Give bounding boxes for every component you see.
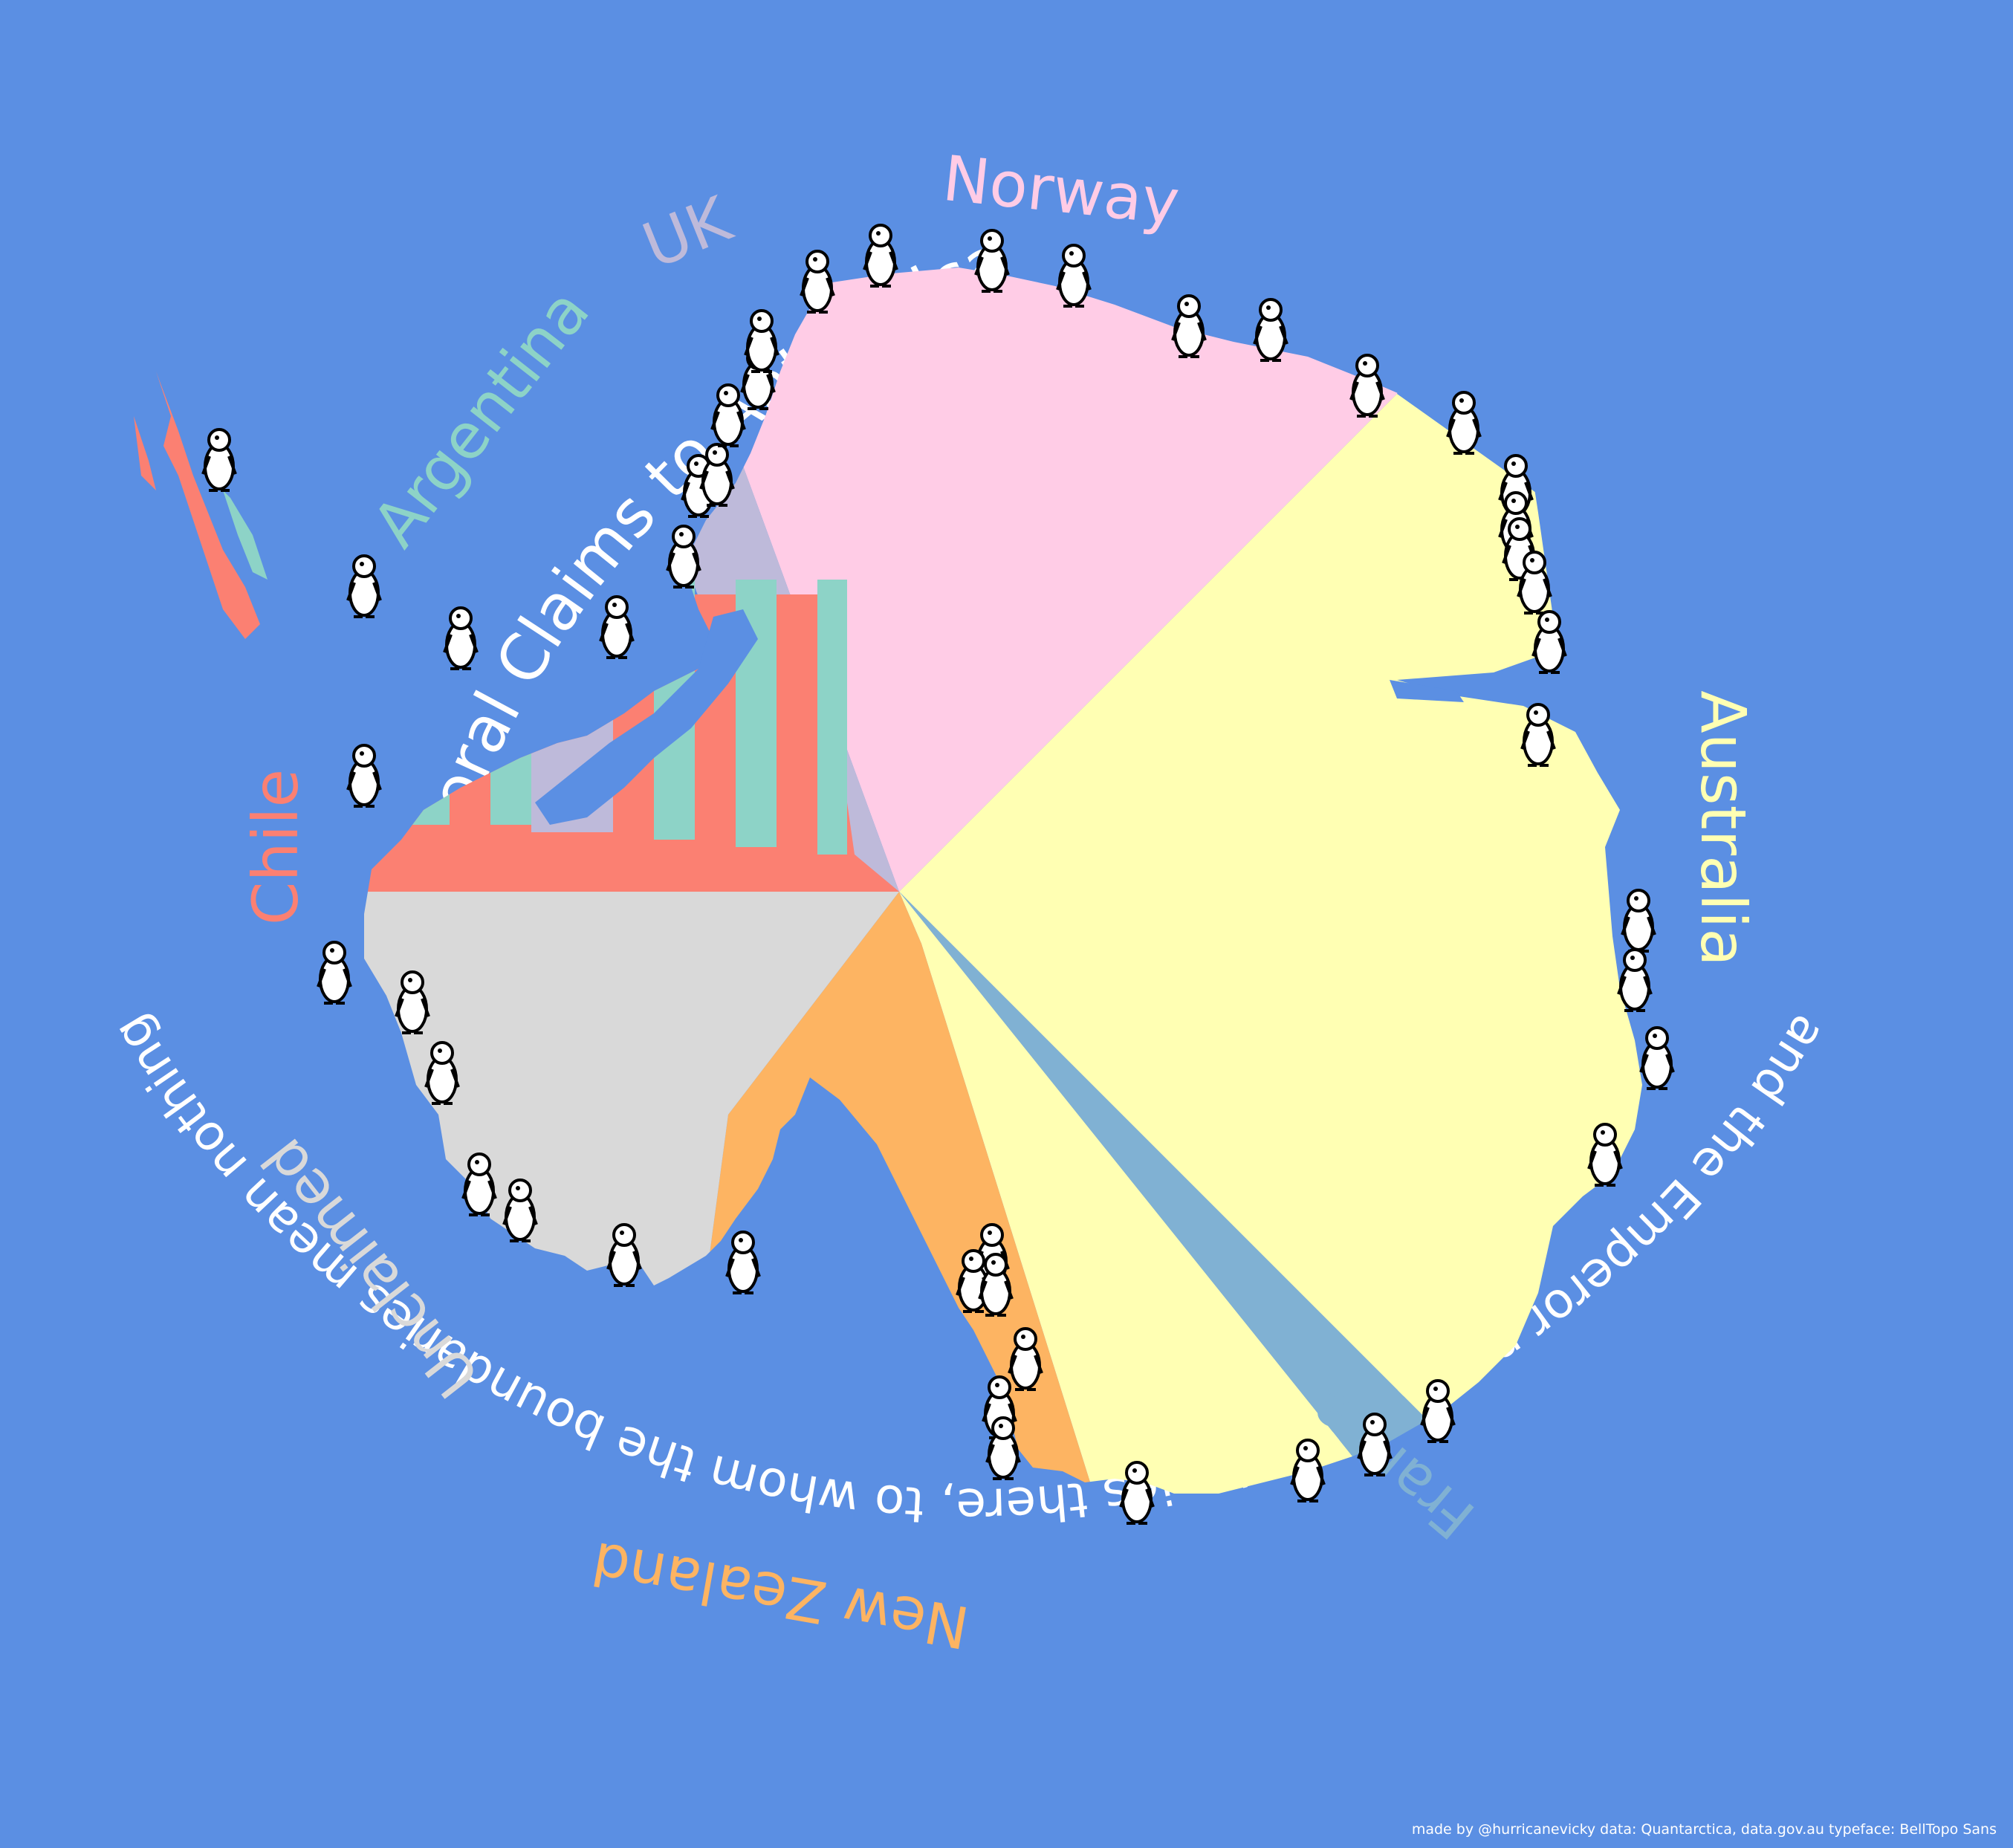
penguin-icon bbox=[974, 229, 1010, 293]
penguin-icon bbox=[1520, 703, 1556, 767]
penguin-icon bbox=[606, 1223, 642, 1287]
credit-line: made by @hurricanevicky data: Quantarcti… bbox=[1411, 1821, 1997, 1838]
label-australia: Australia bbox=[1687, 690, 1760, 967]
penguin-icon bbox=[599, 595, 635, 659]
penguin-icon bbox=[317, 941, 352, 1005]
penguin-icon bbox=[1171, 294, 1207, 358]
label-new-zealand: New Zealand bbox=[587, 1528, 973, 1661]
penguin-icon bbox=[395, 970, 430, 1034]
penguin-icon bbox=[1056, 244, 1092, 308]
penguin-icon bbox=[1587, 1123, 1623, 1187]
penguin-icon bbox=[201, 428, 237, 492]
weddell-sea bbox=[535, 609, 758, 825]
penguin-icon bbox=[1517, 551, 1552, 615]
penguin-icon bbox=[1420, 1379, 1456, 1443]
label-uk: UK bbox=[633, 182, 742, 282]
penguin-icon bbox=[1357, 1413, 1393, 1476]
penguin-icon bbox=[800, 250, 835, 314]
amery-inlet bbox=[1390, 680, 1464, 702]
penguin-icon bbox=[666, 525, 701, 589]
penguin-icon bbox=[1119, 1461, 1155, 1525]
penguin-icon bbox=[424, 1041, 460, 1105]
penguin-colonies bbox=[201, 224, 1675, 1525]
penguin-icon bbox=[1446, 391, 1482, 455]
penguin-icon bbox=[985, 1416, 1021, 1480]
label-argentina: Argentina bbox=[358, 276, 603, 560]
penguin-icon bbox=[978, 1253, 1014, 1317]
label-norway: Norway bbox=[939, 142, 1182, 239]
penguin-icon bbox=[1253, 298, 1288, 362]
sector-australia-east bbox=[899, 892, 1352, 1494]
penguin-icon bbox=[502, 1178, 538, 1242]
penguin-icon bbox=[699, 443, 735, 507]
penguin-icon bbox=[346, 554, 382, 618]
peninsula-islands bbox=[134, 372, 268, 639]
penguin-icon bbox=[443, 606, 479, 670]
penguin-icon bbox=[1639, 1026, 1675, 1090]
label-chile: Chile bbox=[239, 769, 312, 925]
penguin-icon bbox=[1621, 889, 1656, 953]
penguin-icon bbox=[725, 1231, 761, 1294]
penguin-icon bbox=[1349, 354, 1385, 418]
penguin-icon bbox=[1008, 1327, 1043, 1391]
penguin-icon bbox=[744, 309, 779, 373]
penguin-icon bbox=[1290, 1439, 1326, 1502]
penguin-icon bbox=[346, 744, 382, 808]
penguin-icon bbox=[1617, 948, 1653, 1012]
penguin-icon bbox=[710, 383, 746, 447]
penguin-icon bbox=[1531, 610, 1567, 674]
penguin-icon bbox=[863, 224, 898, 288]
penguin-icon bbox=[461, 1152, 497, 1216]
sector-france bbox=[899, 892, 1442, 1464]
